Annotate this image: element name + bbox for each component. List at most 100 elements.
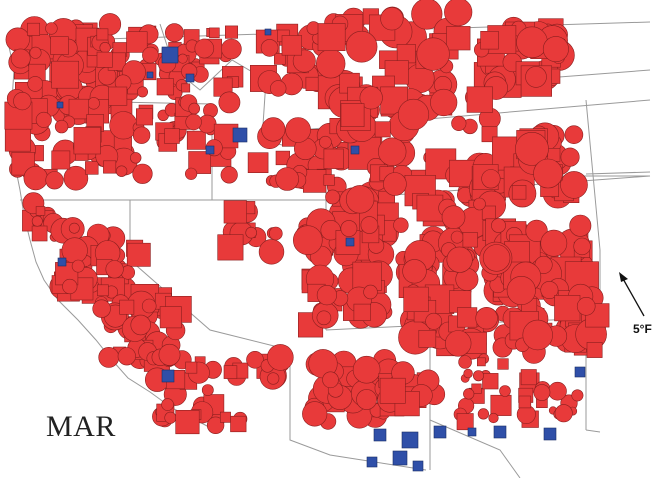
warm-anomaly-circle (260, 39, 279, 57)
warm-anomaly-square (156, 78, 174, 96)
warm-anomaly-circle (515, 131, 549, 166)
warm-anomaly-square (317, 23, 346, 52)
warm-anomaly-circle (463, 388, 475, 400)
cool-anomaly-square (161, 46, 179, 64)
warm-anomaly-square (518, 395, 532, 409)
warm-anomaly-circle (325, 189, 340, 205)
warm-anomaly-circle (444, 0, 473, 27)
warm-anomaly-circle (62, 278, 78, 295)
warm-anomaly-circle (35, 111, 52, 128)
warm-anomaly-circle (540, 229, 568, 257)
warm-anomaly-square (73, 127, 101, 155)
warm-anomaly-square (185, 361, 198, 374)
month-label: MAR (46, 410, 116, 443)
border-wy-east (585, 99, 601, 251)
warm-anomaly-circle (458, 355, 472, 369)
cool-anomaly-square (264, 28, 272, 36)
warm-anomaly-square (103, 160, 117, 174)
warm-anomaly-square (175, 409, 200, 435)
warm-anomaly-square (466, 86, 493, 113)
warm-anomaly-circle (285, 117, 311, 143)
warm-anomaly-circle (441, 205, 466, 229)
warm-anomaly-circle (393, 217, 409, 233)
warm-anomaly-circle (491, 218, 506, 233)
warm-anomaly-circle (132, 163, 153, 184)
warm-anomaly-square (223, 365, 238, 379)
warm-anomaly-circle (416, 37, 450, 71)
warm-anomaly-circle (266, 344, 294, 371)
warm-anomaly-circle (188, 102, 200, 115)
warm-anomaly-circle (560, 147, 580, 167)
warm-anomaly-circle (63, 165, 89, 191)
cool-anomaly-square (350, 145, 360, 155)
warm-anomaly-circle (472, 370, 484, 382)
warm-anomaly-square (379, 377, 406, 404)
warm-anomaly-square (281, 35, 303, 56)
warm-anomaly-circle (345, 185, 375, 214)
warm-anomaly-square (51, 60, 80, 89)
warm-anomaly-circle (218, 91, 241, 114)
warm-anomaly-circle (533, 158, 563, 189)
warm-anomaly-circle (319, 135, 332, 149)
warm-anomaly-square (323, 174, 335, 186)
warm-anomaly-circle (488, 412, 499, 424)
warm-anomaly-circle (560, 171, 588, 199)
warm-anomaly-square (476, 357, 486, 367)
warm-anomaly-circle (477, 408, 490, 420)
warm-anomaly-circle (363, 284, 378, 300)
warm-anomaly-circle (10, 48, 31, 69)
callout (619, 272, 645, 317)
warm-anomaly-square (85, 161, 99, 175)
warm-anomaly-circle (352, 355, 381, 384)
warm-anomaly-square (51, 150, 71, 170)
warm-anomaly-circle (292, 225, 323, 255)
warm-anomaly-square (554, 295, 581, 322)
warm-anomaly-square (247, 152, 269, 173)
warm-anomaly-circle (142, 46, 159, 64)
warm-anomaly-square (126, 242, 151, 267)
warm-anomaly-circle (92, 299, 111, 318)
warm-anomaly-circle (573, 237, 591, 256)
cool-anomaly-square (467, 427, 477, 437)
warm-anomaly-square (446, 26, 471, 51)
warm-anomaly-square (220, 411, 231, 423)
warm-anomaly-circle (220, 166, 238, 184)
warm-anomaly-square (35, 206, 46, 216)
warm-anomaly-square (126, 31, 148, 53)
warm-anomaly-square (186, 130, 206, 150)
warm-anomaly-circle (499, 385, 511, 397)
warm-anomaly-circle (340, 220, 358, 237)
warm-anomaly-circle (99, 41, 111, 54)
warm-anomaly-circle (268, 226, 283, 241)
warm-anomaly-square (136, 108, 153, 126)
warm-anomaly-circle (425, 312, 443, 330)
warm-anomaly-square (181, 83, 191, 93)
warm-anomaly-square (482, 373, 499, 390)
warm-anomaly-square (511, 185, 527, 200)
warm-anomaly-circle (45, 22, 58, 35)
warm-anomaly-circle (105, 260, 124, 279)
warm-anomaly-circle (316, 49, 346, 79)
warm-anomaly-square (456, 413, 474, 431)
warm-anomaly-square (164, 128, 180, 144)
border-az (289, 350, 427, 471)
warm-anomaly-circle (482, 244, 511, 272)
warm-anomaly-circle (378, 137, 407, 166)
warm-anomaly-square (497, 358, 509, 370)
warm-anomaly-circle (258, 239, 285, 265)
station-markers (4, 0, 610, 472)
warm-anomaly-circle (473, 197, 486, 211)
cool-anomaly-square (205, 145, 215, 155)
cool-anomaly-square (433, 425, 447, 439)
warm-anomaly-square (50, 36, 69, 55)
warm-anomaly-circle (540, 280, 559, 299)
warm-anomaly-circle (383, 172, 407, 196)
warm-anomaly-square (225, 25, 239, 39)
arrow-icon (621, 276, 645, 317)
warm-anomaly-circle (316, 285, 338, 306)
warm-anomaly-square (68, 98, 90, 120)
warm-anomaly-circle (87, 97, 100, 110)
warm-anomaly-circle (445, 330, 472, 357)
warm-anomaly-circle (132, 126, 151, 144)
warm-anomaly-circle (446, 246, 473, 273)
